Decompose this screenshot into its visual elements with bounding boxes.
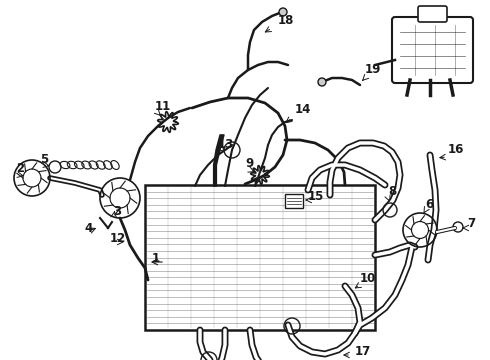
- Text: 19: 19: [365, 63, 381, 76]
- Text: 14: 14: [295, 103, 311, 116]
- Text: 18: 18: [278, 14, 294, 27]
- Text: 17: 17: [355, 345, 371, 358]
- Text: 3: 3: [113, 205, 121, 218]
- Text: 13: 13: [218, 138, 234, 151]
- Text: 8: 8: [388, 185, 396, 198]
- Text: 4: 4: [84, 222, 92, 235]
- Text: 15: 15: [308, 190, 324, 203]
- Text: 5: 5: [40, 153, 48, 166]
- FancyBboxPatch shape: [418, 6, 447, 22]
- Text: 9: 9: [245, 157, 253, 170]
- FancyBboxPatch shape: [392, 17, 473, 83]
- Polygon shape: [145, 185, 375, 330]
- Text: 11: 11: [155, 100, 171, 113]
- Text: 10: 10: [360, 272, 376, 285]
- Bar: [285, 194, 303, 208]
- Text: 6: 6: [425, 198, 433, 211]
- Text: 1: 1: [152, 252, 160, 265]
- Text: 16: 16: [448, 143, 465, 156]
- Circle shape: [318, 78, 326, 86]
- Circle shape: [279, 8, 287, 16]
- Text: 12: 12: [110, 232, 126, 245]
- Text: 2: 2: [16, 162, 24, 175]
- Text: 7: 7: [467, 217, 475, 230]
